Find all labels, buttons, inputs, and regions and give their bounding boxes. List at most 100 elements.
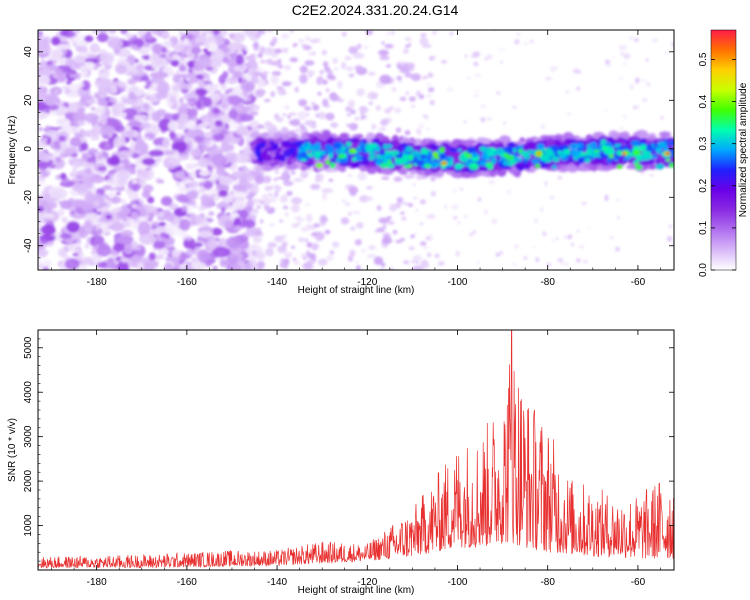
heatmap-cell <box>253 198 262 205</box>
y-tick-label: 3000 <box>23 425 34 448</box>
heatmap-cell <box>578 244 585 249</box>
heatmap-cell <box>230 263 242 270</box>
heatmap-cell <box>178 65 187 72</box>
heatmap-cell <box>507 190 511 194</box>
heatmap-cell <box>418 94 425 99</box>
heatmap-cell <box>349 139 357 143</box>
heatmap-cell <box>216 203 222 209</box>
heatmap-cell <box>564 262 569 267</box>
heatmap-cell <box>55 72 67 83</box>
heatmap-cell <box>430 174 437 182</box>
heatmap-cell <box>127 78 137 85</box>
heatmap-cell <box>459 187 464 191</box>
heatmap-cell <box>456 221 461 225</box>
heatmap-cell <box>280 194 288 203</box>
heatmap-cell <box>308 51 314 56</box>
heatmap-cell <box>614 246 621 252</box>
heatmap-cell <box>293 177 304 183</box>
heatmap-cell <box>224 220 233 229</box>
heatmap-cell <box>315 151 321 157</box>
heatmap-cell <box>64 147 79 155</box>
y-tick-label: 5000 <box>23 336 34 359</box>
heatmap-cell <box>659 131 671 138</box>
heatmap-cell <box>581 201 588 206</box>
heatmap-cell <box>53 140 62 150</box>
heatmap-cell <box>589 159 598 165</box>
heatmap-cell <box>186 191 197 200</box>
heatmap-cell <box>634 38 639 42</box>
heatmap-cell <box>463 120 467 123</box>
heatmap-cell <box>109 187 117 192</box>
heatmap-cell <box>231 53 238 57</box>
heatmap-cell <box>77 107 86 113</box>
heatmap-cell <box>390 267 394 270</box>
heatmap-cell <box>349 122 358 131</box>
heatmap-cell <box>157 248 170 256</box>
heatmap-cell <box>388 105 394 111</box>
heatmap-cell <box>309 38 320 44</box>
heatmap-cell <box>65 80 72 85</box>
heatmap-cell <box>225 77 238 84</box>
heatmap-cell <box>233 70 242 79</box>
heatmap-cell <box>283 142 292 148</box>
heatmap-cell <box>395 239 403 244</box>
heatmap-cell <box>152 77 164 84</box>
heatmap-cell <box>570 144 576 149</box>
heatmap-cell <box>146 34 153 40</box>
heatmap-cell <box>38 122 42 129</box>
heatmap-cell <box>172 153 180 157</box>
heatmap-cell <box>297 111 308 121</box>
heatmap-cell <box>70 210 75 216</box>
heatmap-cell <box>282 205 289 210</box>
heatmap-cell <box>97 151 104 157</box>
heatmap-cell <box>235 153 251 164</box>
heatmap-cell <box>546 262 552 267</box>
heatmap-cell <box>419 222 424 226</box>
heatmap-cell <box>170 59 180 67</box>
snr-frame <box>37 329 675 571</box>
heatmap-cell <box>408 96 416 102</box>
heatmap-cell <box>90 175 105 184</box>
heatmap-cell <box>495 252 501 257</box>
heatmap-cell <box>520 163 529 169</box>
heatmap-cell <box>414 209 419 212</box>
heatmap-cell <box>208 237 218 250</box>
heatmap-cell <box>663 145 669 153</box>
heatmap-cell <box>203 84 219 92</box>
heatmap-cell <box>623 53 631 60</box>
heatmap-cell <box>349 109 356 115</box>
heatmap-cell <box>480 117 486 123</box>
heatmap-cell <box>141 190 151 199</box>
heatmap-cell <box>625 154 632 160</box>
heatmap-cell <box>171 83 182 92</box>
x-tick-label: -180 <box>87 577 107 588</box>
heatmap-cell <box>181 205 188 212</box>
heatmap-cell <box>99 52 115 64</box>
heatmap-cell <box>396 75 403 81</box>
heatmap-cell <box>587 227 591 229</box>
heatmap-cell <box>38 140 48 149</box>
colorbar-tick-label: 0.5 <box>698 52 709 66</box>
heatmap-cell <box>262 50 275 56</box>
heatmap-cell <box>550 65 559 71</box>
heatmap-cell <box>668 224 673 229</box>
heatmap-cell <box>138 49 150 55</box>
heatmap-cell <box>423 157 428 161</box>
heatmap-cell <box>96 228 103 235</box>
heatmap-cell <box>297 221 301 226</box>
heatmap-cell <box>186 237 192 241</box>
heatmap-cell <box>540 124 546 129</box>
heatmap-cell <box>416 261 419 265</box>
heatmap-cell <box>393 176 403 182</box>
heatmap-cell <box>338 165 347 173</box>
heatmap-cell <box>516 32 521 36</box>
heatmap-cell <box>245 195 254 199</box>
heatmap-cell <box>654 138 660 143</box>
heatmap-cell <box>216 147 222 150</box>
heatmap-cell <box>635 77 640 84</box>
heatmap-cell <box>263 198 272 205</box>
heatmap-cell <box>294 86 300 93</box>
heatmap-cell <box>356 133 364 139</box>
heatmap-cell <box>167 120 179 131</box>
heatmap-cell <box>99 157 107 163</box>
